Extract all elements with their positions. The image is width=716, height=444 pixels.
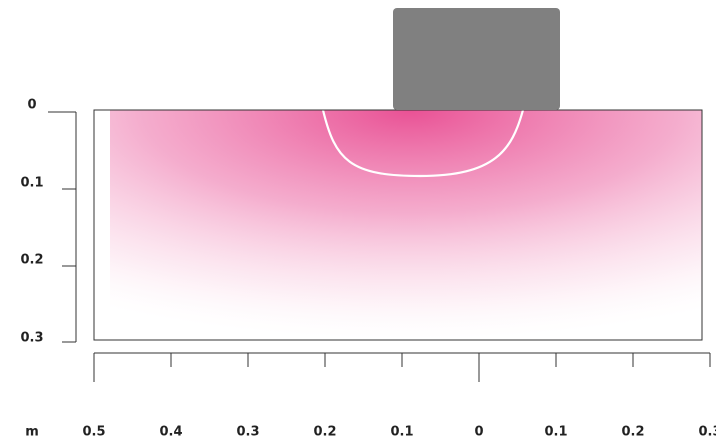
y-axis [48,111,77,343]
x-label: 0.4 [159,425,182,440]
y-label: 0 [27,98,36,113]
unit-label: m [25,425,39,440]
x-label: 0.3 [698,425,716,440]
y-label: 0.2 [20,253,43,268]
x-label: 0.1 [544,425,567,440]
x-label: 0.2 [313,425,336,440]
x-label: 0.1 [390,425,413,440]
x-label: 0.3 [236,425,259,440]
y-label: 0.1 [20,176,43,191]
contour-line [321,109,525,178]
y-label: 0.3 [20,331,43,346]
x-label: 0.2 [621,425,644,440]
x-label: 0.5 [82,425,105,440]
x-label: 0 [474,425,483,440]
heat-field [110,110,702,340]
block [393,8,560,110]
